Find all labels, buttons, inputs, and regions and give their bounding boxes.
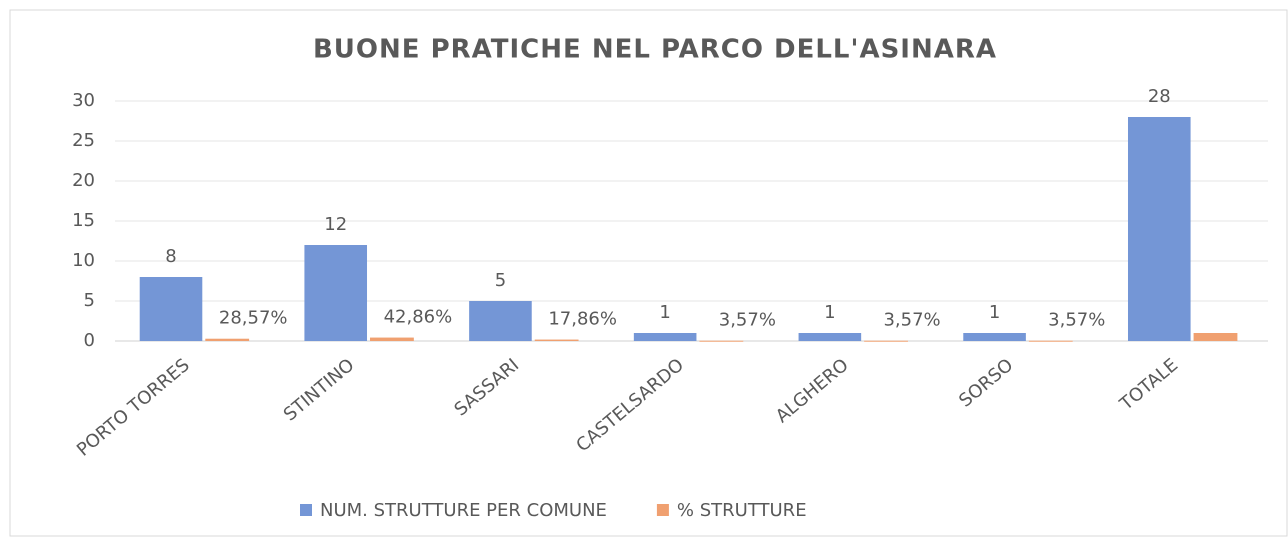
data-label: 3,57% — [883, 310, 940, 331]
y-tick-label: 10 — [72, 250, 95, 271]
legend-swatch — [656, 504, 669, 516]
bar — [699, 340, 744, 342]
legend-label: % STRUTTURE — [677, 500, 807, 521]
bar — [304, 245, 368, 341]
y-tick-label: 25 — [72, 130, 95, 151]
bar — [633, 333, 697, 341]
data-label: 12 — [324, 214, 347, 235]
bar — [1028, 340, 1073, 342]
bar — [1127, 117, 1191, 341]
bar — [139, 277, 203, 341]
bar — [370, 337, 414, 341]
legend-swatch — [300, 504, 312, 516]
y-tick-label: 20 — [72, 170, 95, 191]
data-label: 28,57% — [219, 308, 288, 329]
data-label: 1 — [659, 302, 670, 323]
data-label: 42,86% — [384, 307, 453, 328]
data-label: 8 — [165, 246, 176, 267]
chart-title: BUONE PRATICHE NEL PARCO DELL'ASINARA — [313, 35, 997, 65]
data-label: 3,57% — [1048, 310, 1105, 331]
y-tick-label: 0 — [84, 330, 95, 351]
legend-label: NUM. STRUTTURE PER COMUNE — [320, 500, 607, 521]
data-label: 1 — [824, 302, 835, 323]
bar — [963, 333, 1026, 341]
y-tick-label: 5 — [84, 290, 95, 311]
y-tick-label: 30 — [72, 90, 95, 111]
y-tick-label: 15 — [72, 210, 95, 231]
bar — [1193, 333, 1238, 341]
data-label: 1 — [989, 302, 1000, 323]
chart-frame — [9, 9, 1288, 537]
data-label: 5 — [495, 270, 506, 291]
data-label: 3,57% — [719, 310, 776, 331]
bar — [864, 340, 908, 342]
bar — [534, 339, 579, 341]
bar — [205, 338, 250, 341]
data-label: 17,86% — [548, 309, 617, 330]
bar — [798, 333, 862, 341]
data-label: 28 — [1148, 86, 1171, 107]
bar — [469, 301, 532, 341]
